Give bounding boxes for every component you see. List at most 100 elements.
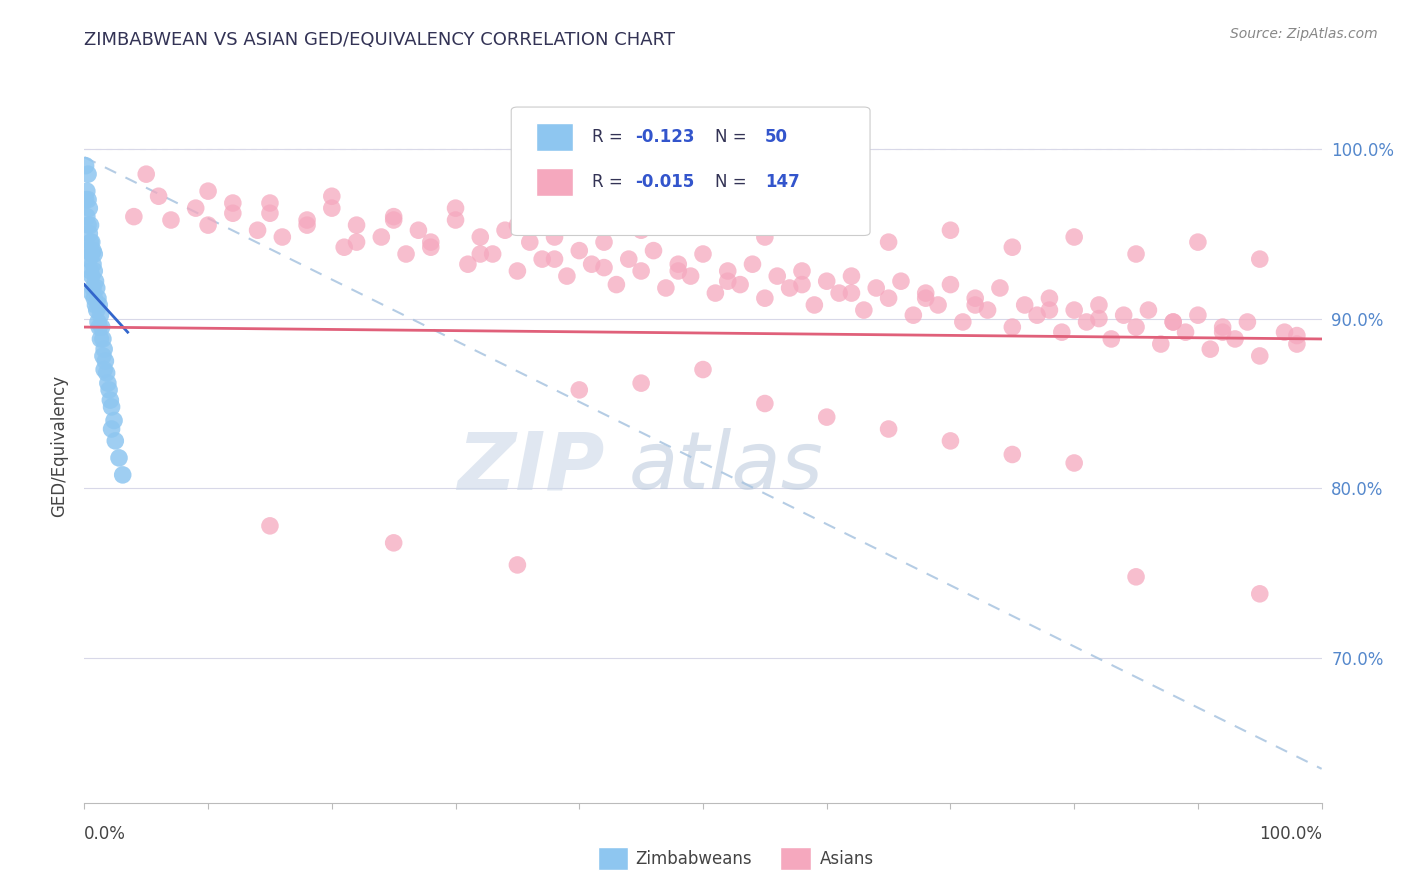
Point [76,210,98,224]
Point [1001,240,1024,254]
Point [494,223,516,237]
Point [87,291,110,305]
Point [481,247,503,261]
Text: -0.015: -0.015 [636,173,695,191]
Point [89,320,111,334]
Point [97,376,120,391]
Point [643,244,665,258]
Point [1112,308,1135,322]
Point [87,315,110,329]
Point [148,189,170,203]
Point [568,206,591,220]
Point [84,274,107,288]
Point [79,201,101,215]
Point [135,167,157,181]
Point [1274,325,1296,339]
Point [1050,325,1073,339]
Point [965,298,987,312]
Point [98,393,121,408]
Point [346,218,368,232]
FancyBboxPatch shape [536,168,574,196]
Point [93,342,115,356]
Point [1076,315,1098,329]
Point [1001,448,1024,462]
Point [692,247,714,261]
Point [91,349,114,363]
Point [295,218,318,232]
Point [444,201,467,215]
Point [692,362,714,376]
Point [321,201,343,215]
Point [754,291,776,305]
Point [259,196,281,211]
Point [1125,570,1147,584]
Point [1063,456,1085,470]
Point [82,257,104,271]
Point [531,252,554,266]
Point [75,159,97,173]
Point [1088,311,1111,326]
Point [939,223,962,237]
Point [104,434,127,448]
Point [593,235,616,249]
Point [86,281,108,295]
Point [1249,587,1271,601]
Text: -0.123: -0.123 [636,128,695,146]
Point [543,230,565,244]
Point [271,230,294,244]
FancyBboxPatch shape [536,123,574,152]
Point [890,274,912,288]
Point [1137,303,1160,318]
Point [77,218,100,232]
Text: R =: R = [592,173,627,191]
Point [419,235,441,249]
Point [666,257,689,271]
Point [80,286,103,301]
Point [630,264,652,278]
Point [1236,315,1258,329]
Point [976,303,998,318]
Point [506,218,529,232]
Point [939,277,962,292]
Point [90,320,112,334]
Point [96,366,118,380]
Point [939,434,962,448]
Point [655,281,678,295]
Text: ZIMBABWEAN VS ASIAN GED/EQUIVALENCY CORRELATION CHART: ZIMBABWEAN VS ASIAN GED/EQUIVALENCY CORR… [84,31,675,49]
Point [79,227,101,241]
Point [1125,320,1147,334]
Point [395,247,418,261]
Point [815,274,838,288]
Point [1161,315,1184,329]
Point [754,230,776,244]
Point [79,218,101,232]
Point [1285,337,1308,351]
Point [94,354,117,368]
Point [222,206,245,220]
Point [1212,320,1234,334]
Point [197,218,219,232]
Point [103,413,125,427]
Point [1161,315,1184,329]
Point [593,260,616,275]
Point [988,281,1011,295]
Point [77,167,100,181]
Point [877,422,900,436]
Point [1001,320,1024,334]
Point [927,298,949,312]
Text: atlas: atlas [628,428,824,507]
Point [382,213,405,227]
Point [1014,298,1036,312]
Text: Source: ZipAtlas.com: Source: ZipAtlas.com [1230,27,1378,41]
Point [1099,332,1122,346]
Point [717,264,740,278]
Text: ZIP: ZIP [457,428,605,507]
Point [852,303,875,318]
Point [568,383,591,397]
Point [100,422,122,436]
Point [382,210,405,224]
Point [1285,328,1308,343]
Point [754,396,776,410]
Point [965,291,987,305]
Point [914,286,936,301]
